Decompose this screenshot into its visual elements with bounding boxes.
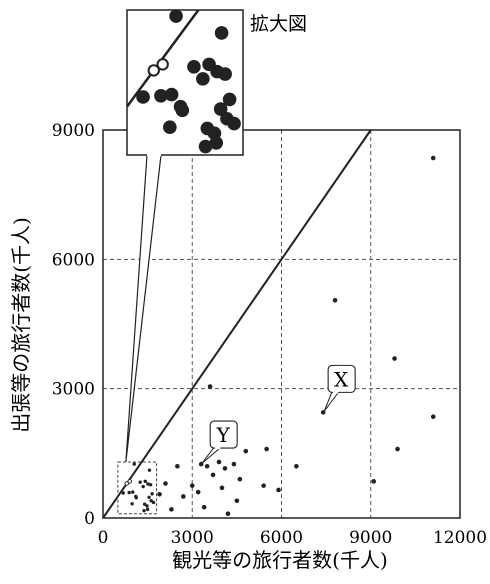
inset-point: [218, 67, 232, 81]
inset-point: [175, 103, 190, 118]
data-point: [261, 483, 266, 488]
grid-lines: [103, 130, 460, 518]
x-tick-label: 9000: [349, 528, 392, 548]
x-tick-label: 12000: [433, 528, 487, 548]
data-point: [175, 463, 180, 469]
callout-label: X: [334, 367, 349, 391]
data-point: [201, 504, 207, 510]
inset-point: [136, 90, 150, 104]
data-point: [395, 446, 400, 452]
inset-connector: [125, 154, 162, 463]
data-point: [371, 479, 377, 484]
cluster-point: [149, 499, 153, 503]
y-tick-label: 0: [84, 509, 95, 529]
inset-point-open: [147, 64, 160, 77]
data-point: [234, 498, 240, 504]
y-axis-label: 出張等の旅行者数(千人): [9, 217, 33, 433]
callout-box: [327, 364, 356, 393]
data-point: [392, 356, 397, 361]
tick-labels: 0 3000 6000 9000 12000 0 3000 6000 9000: [52, 121, 487, 548]
inset-point: [187, 59, 201, 74]
data-point: [169, 507, 174, 512]
inset-point: [227, 116, 241, 131]
data-point: [430, 155, 436, 161]
cluster-point: [121, 491, 125, 495]
inset-point: [213, 102, 228, 116]
data-point: [181, 494, 186, 499]
inset-point: [154, 88, 168, 103]
annotations: XY: [201, 364, 356, 464]
cluster-point: [142, 502, 147, 506]
x-tick-label: 6000: [260, 528, 303, 548]
cluster-point: [150, 492, 154, 496]
data-point: [219, 485, 225, 491]
data-point: [204, 463, 210, 469]
data-point: [231, 461, 237, 467]
data-point: [195, 489, 201, 495]
data-point: [210, 472, 216, 478]
axes: [102, 129, 461, 519]
inset-point: [163, 120, 177, 135]
data-point: [225, 511, 231, 516]
cluster-point: [147, 468, 152, 472]
cluster-point: [151, 500, 156, 505]
inset-point: [222, 92, 237, 107]
inset-point: [164, 87, 179, 102]
data-point: [430, 414, 436, 419]
data-point: [216, 459, 222, 465]
inset-point: [209, 136, 224, 150]
inset-point: [198, 139, 213, 154]
cluster-point: [145, 507, 150, 512]
y-tick-label: 9000: [52, 121, 95, 141]
callout-label: Y: [216, 423, 231, 447]
inset-point-open: [156, 58, 169, 71]
y-tick-label: 3000: [52, 380, 95, 400]
cluster-point: [130, 502, 134, 506]
cluster-point: [132, 462, 136, 466]
cluster-point: [138, 480, 142, 484]
data-point: [276, 487, 281, 493]
inset-label: 拡大図: [250, 13, 307, 35]
plot-frame: [102, 129, 461, 519]
inset-magnified: [125, 9, 244, 463]
data-points: [157, 155, 436, 516]
cluster-point: [145, 504, 149, 508]
y-tick-label: 6000: [52, 250, 95, 270]
inset-point: [214, 26, 229, 40]
data-point: [157, 491, 162, 497]
cluster-point: [127, 490, 131, 495]
cluster-point-open: [124, 481, 130, 486]
inset-point: [169, 9, 183, 23]
x-axis-label: 観光等の旅行者数(千人): [172, 548, 388, 572]
data-point: [189, 483, 195, 488]
callout-pointer: [323, 390, 341, 412]
data-point: [222, 466, 228, 471]
data-point: [294, 463, 299, 469]
x-tick-label: 0: [98, 528, 109, 548]
cluster-point: [141, 484, 145, 489]
data-point: [237, 476, 243, 482]
data-point: [332, 297, 338, 303]
data-point: [207, 384, 213, 389]
reference-line: [102, 129, 372, 519]
data-point: [163, 481, 168, 486]
data-point: [243, 448, 249, 454]
zoom-region: [117, 461, 158, 515]
callout-box: [209, 420, 238, 449]
cluster-point: [146, 482, 150, 486]
cluster-point: [148, 483, 153, 487]
cluster-point: [131, 490, 135, 494]
cluster-point: [142, 508, 146, 513]
x-tick-label: 3000: [171, 528, 214, 548]
cluster-point: [134, 496, 139, 500]
cluster-point: [143, 479, 147, 484]
data-point: [264, 446, 269, 452]
inset-point: [196, 72, 210, 86]
cluster-point: [147, 495, 151, 500]
cluster-point-open: [127, 479, 133, 484]
